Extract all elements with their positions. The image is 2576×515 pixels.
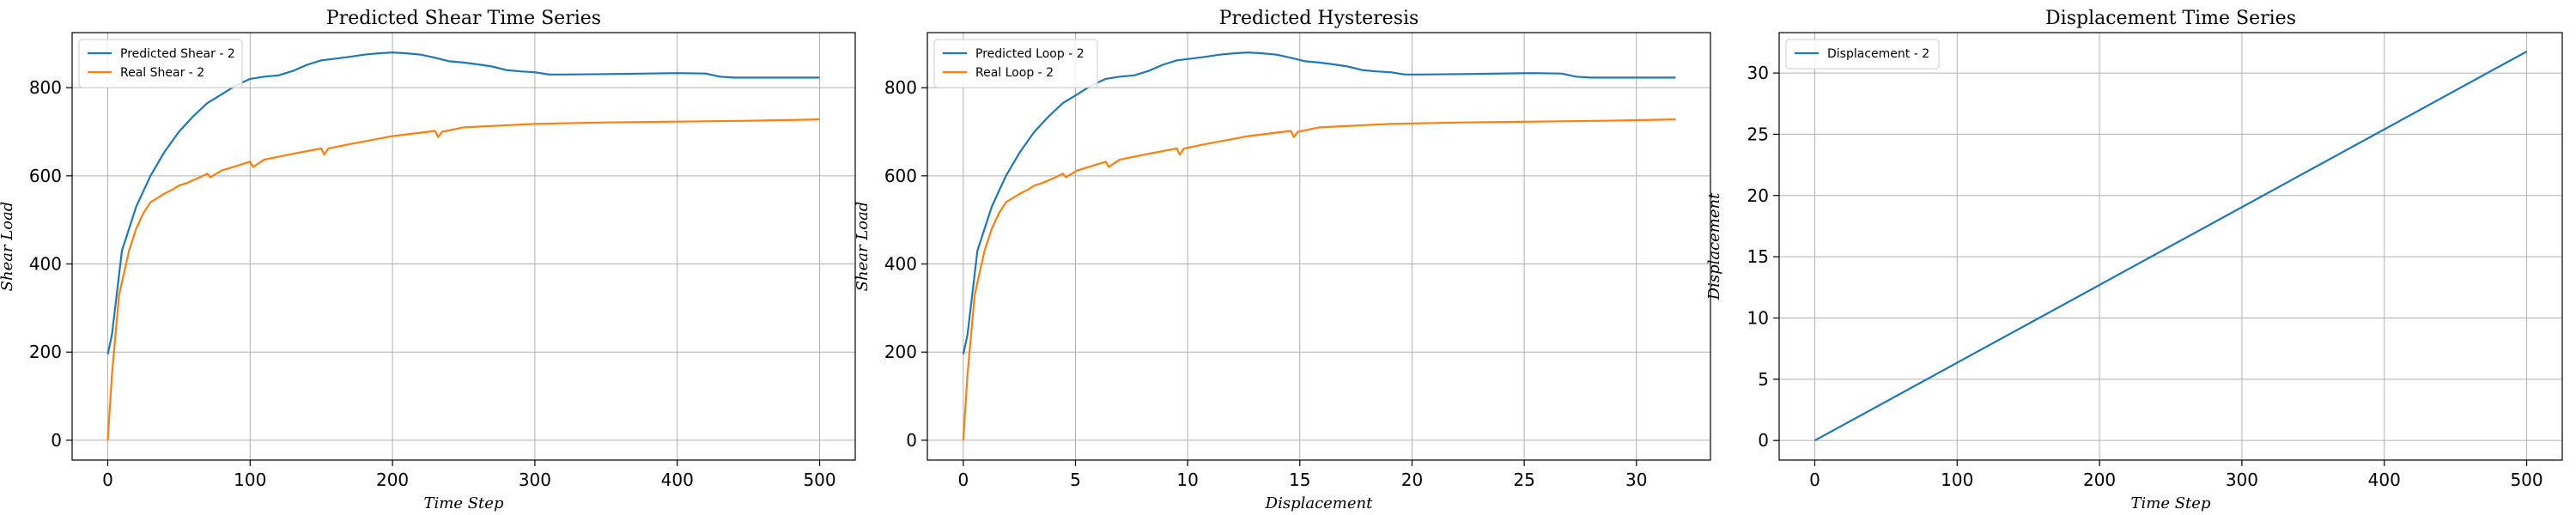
legend-entry: Real Loop - 2: [975, 66, 1054, 80]
x-tick-label: 15: [1289, 470, 1310, 490]
x-tick-label: 400: [661, 470, 694, 490]
plot-frame: [927, 32, 1711, 461]
y-tick-label: 30: [1747, 63, 1769, 83]
y-tick-label: 200: [884, 342, 917, 362]
x-tick-label: 20: [1401, 470, 1423, 490]
legend: Displacement - 2: [1785, 39, 1940, 70]
chart-title: Displacement Time Series: [2045, 8, 2296, 29]
y-tick-label: 0: [1758, 430, 1769, 451]
series-line-predicted: [962, 51, 1676, 355]
legend: Predicted Loop - 2 Real Loop - 2: [933, 39, 1098, 88]
x-tick-label: 500: [2510, 470, 2543, 490]
series-line-real: [106, 118, 820, 440]
legend-box: [78, 39, 243, 88]
x-tick-label: 25: [1513, 470, 1534, 490]
y-tick-label: 10: [1747, 307, 1769, 328]
x-tick-label: 400: [2368, 470, 2401, 490]
chart-title: Predicted Shear Time Series: [326, 8, 601, 29]
legend-entry: Predicted Loop - 2: [975, 47, 1084, 61]
chart-shear-time-series: 0 100 200 300 400 500 0 200 400 600 800 Predicted …: [0, 8, 856, 512]
y-tick-label: 25: [1747, 124, 1769, 144]
x-tick-label: 5: [1070, 470, 1081, 490]
x-tick-label: 30: [1625, 470, 1647, 490]
x-tick-label: 300: [2226, 470, 2258, 490]
legend-entry: Displacement - 2: [1827, 47, 1929, 61]
x-tick-label: 200: [2083, 470, 2116, 490]
chart-displacement-time-series: 0 100 200 300 400 500 0 5 10 15 20 25 30 Displacemen…: [1705, 8, 2563, 512]
axis-ticks: 0 5 10 15 20 25 30 0 200 400 600 800: [884, 77, 1648, 490]
x-axis-label: Displacement: [1265, 494, 1373, 512]
x-tick-label: 10: [1176, 470, 1198, 490]
axis-ticks: 0 100 200 300 400 500 0 200 400 600 800: [29, 77, 836, 490]
series-lines: [106, 51, 820, 440]
y-axis-label: Shear Load: [0, 202, 16, 292]
y-tick-label: 0: [906, 430, 917, 451]
series-lines: [962, 51, 1676, 440]
y-tick-label: 5: [1758, 369, 1769, 390]
x-tick-label: 100: [234, 470, 266, 490]
grid-lines: [72, 33, 855, 460]
x-tick-label: 0: [957, 470, 969, 490]
axis-ticks: 0 100 200 300 400 500 0 5 10 15 20 25 30: [1747, 63, 2543, 490]
plot-frame: [1778, 32, 2563, 461]
y-tick-label: 0: [51, 430, 62, 451]
legend-entry: Predicted Shear - 2: [120, 47, 235, 61]
legend-box: [933, 39, 1098, 88]
x-axis-label: Time Step: [2131, 494, 2211, 512]
x-tick-label: 300: [519, 470, 551, 490]
chart-title: Predicted Hysteresis: [1219, 8, 1419, 29]
series-line-predicted: [106, 51, 820, 355]
x-tick-label: 0: [102, 470, 113, 490]
x-tick-label: 500: [803, 470, 835, 490]
x-tick-label: 200: [376, 470, 409, 490]
y-tick-label: 600: [29, 166, 62, 186]
x-tick-label: 100: [1941, 470, 1973, 490]
y-tick-label: 400: [29, 254, 62, 275]
chart-hysteresis: 0 5 10 15 20 25 30 0 200 400 600 800 Predicted Hyst…: [854, 8, 1711, 512]
y-tick-label: 200: [29, 342, 62, 362]
series-lines: [1814, 51, 2528, 442]
series-line-real: [962, 118, 1676, 440]
legend: Predicted Shear - 2 Real Shear - 2: [78, 39, 243, 88]
y-tick-label: 600: [884, 166, 917, 186]
y-tick-label: 800: [884, 77, 917, 98]
y-tick-label: 800: [29, 77, 62, 98]
series-line-predicted: [1814, 51, 2528, 442]
y-tick-label: 20: [1747, 185, 1769, 206]
legend-entry: Real Shear - 2: [120, 66, 204, 80]
y-axis-label: Shear Load: [854, 202, 872, 292]
x-tick-label: 0: [1809, 470, 1820, 490]
grid-lines: [927, 33, 1710, 460]
legend-box: [1785, 39, 1940, 70]
grid-lines: [1779, 33, 2562, 460]
plot-frame: [71, 32, 856, 461]
y-axis-label: Displacement: [1705, 192, 1723, 300]
y-tick-label: 15: [1747, 246, 1769, 267]
y-tick-label: 400: [884, 254, 917, 275]
x-axis-label: Time Step: [424, 494, 504, 512]
